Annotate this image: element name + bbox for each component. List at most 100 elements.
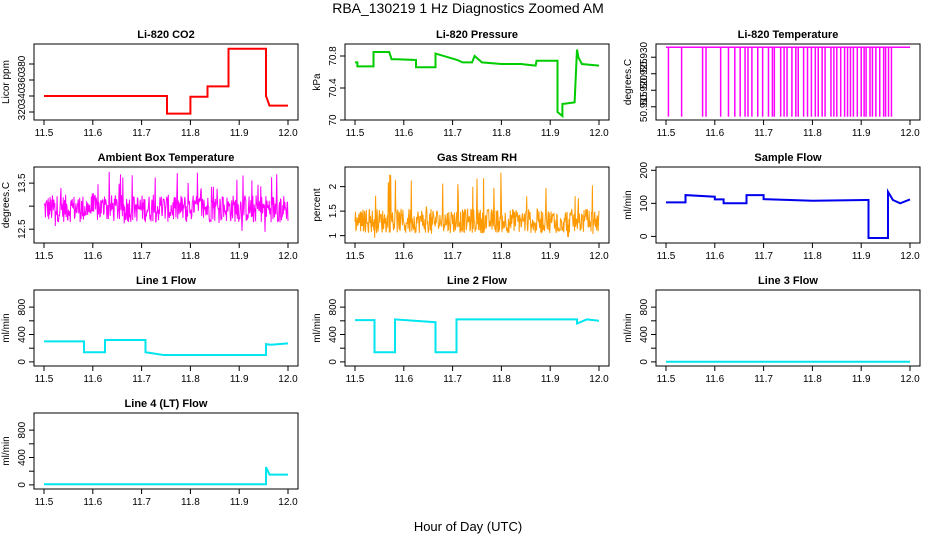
x-tick-label: 11.6 xyxy=(705,251,724,262)
x-tick-label: 11.6 xyxy=(83,497,102,508)
x-tick-label: 11.8 xyxy=(492,128,511,139)
plot-area xyxy=(44,466,288,486)
plot-area xyxy=(666,46,910,117)
x-tick-label: 11.9 xyxy=(230,251,249,262)
y-tick-label: 800 xyxy=(639,298,650,315)
y-tick-label: 0 xyxy=(17,359,28,365)
plot-area xyxy=(355,318,600,354)
x-tick-label: 11.8 xyxy=(181,497,200,508)
y-tick-label: 400 xyxy=(328,326,339,343)
series-line xyxy=(44,339,289,356)
panel-2: Li-820 Pressure kPa 11.5 11.6 11.7 11.8 11.9 12… xyxy=(312,29,610,139)
panel-title: Line 3 Flow xyxy=(758,275,818,287)
x-tick-label: 12.0 xyxy=(589,251,609,262)
x-tick-label: 11.6 xyxy=(705,128,724,139)
x-tick-label: 11.7 xyxy=(754,251,773,262)
x-tick-label: 11.7 xyxy=(754,128,773,139)
panel-title: Li-820 CO2 xyxy=(137,29,194,41)
y-tick-label: 0 xyxy=(328,359,339,365)
x-tick-label: 12.0 xyxy=(900,374,920,385)
x-tick-label: 11.7 xyxy=(443,374,462,385)
y-tick-label: 800 xyxy=(17,298,28,315)
x-tick-label: 12.0 xyxy=(278,374,298,385)
panel-4: Ambient Box Temperature degrees.C 11.5 11.6… xyxy=(1,152,299,262)
plot-area xyxy=(354,172,600,238)
panel-title: Ambient Box Temperature xyxy=(98,152,235,164)
plot-area xyxy=(43,171,289,232)
x-tick-label: 11.8 xyxy=(181,251,200,262)
series-line xyxy=(355,318,600,354)
x-tick-label: 11.5 xyxy=(346,128,365,139)
x-tick-label: 12.0 xyxy=(278,128,298,139)
x-tick-label: 11.7 xyxy=(443,251,462,262)
y-tick-label: 50.930 xyxy=(639,41,650,72)
x-tick-label: 12.0 xyxy=(589,374,609,385)
y-tick-label: 200 xyxy=(639,162,650,179)
x-tick-label: 11.6 xyxy=(394,374,413,385)
y-axis-label: degrees.C xyxy=(623,59,634,105)
y-tick-label: 400 xyxy=(17,449,28,466)
x-tick-label: 11.9 xyxy=(230,374,249,385)
panel-title: Line 4 (LT) Flow xyxy=(125,398,208,410)
x-tick-label: 11.8 xyxy=(181,128,200,139)
x-tick-label: 11.7 xyxy=(754,374,773,385)
y-tick-label: 12.5 xyxy=(17,219,28,239)
series-line xyxy=(43,171,289,232)
x-tick-label: 11.9 xyxy=(541,251,560,262)
series-line xyxy=(44,47,288,115)
x-tick-label: 11.8 xyxy=(803,251,822,262)
plot-area xyxy=(355,49,600,119)
panel-title: Li-820 Temperature xyxy=(738,29,839,41)
plot-area xyxy=(666,188,911,239)
x-tick-label: 11.5 xyxy=(346,374,365,385)
x-tick-label: 12.0 xyxy=(278,497,298,508)
y-tick-label: 1 xyxy=(328,232,339,238)
y-axis-label: ml/min xyxy=(1,313,12,342)
series-line xyxy=(666,188,911,239)
y-axis-label: ml/min xyxy=(312,313,323,342)
panel-frame xyxy=(655,166,921,244)
x-tick-label: 11.6 xyxy=(394,251,413,262)
x-tick-label: 11.7 xyxy=(443,128,462,139)
y-axis-label: ml/min xyxy=(623,190,634,219)
x-tick-label: 11.9 xyxy=(230,497,249,508)
x-tick-label: 12.0 xyxy=(900,251,920,262)
x-tick-label: 11.5 xyxy=(657,374,676,385)
y-tick-label: 340 xyxy=(17,87,28,104)
y-tick-label: 0 xyxy=(639,233,650,239)
x-tick-label: 11.9 xyxy=(852,374,871,385)
y-axis-label: percent xyxy=(312,188,323,222)
y-tick-label: 100 xyxy=(639,195,650,212)
x-tick-label: 11.8 xyxy=(492,374,511,385)
panel-frame xyxy=(344,166,610,244)
panel-7: Line 1 Flow ml/min 11.5 11.6 11.7 11.8 11.9 12.… xyxy=(1,275,299,385)
series-line xyxy=(355,49,600,119)
y-axis-label: ml/min xyxy=(1,436,12,465)
x-tick-label: 11.5 xyxy=(35,251,54,262)
panel-frame xyxy=(33,166,299,244)
y-tick-label: 50.925 xyxy=(639,58,650,89)
panel-title: Gas Stream RH xyxy=(437,152,517,164)
panel-9: Line 3 Flow ml/min 11.5 11.6 11.7 11.8 11.9 12.… xyxy=(623,275,921,385)
panel-8: Line 2 Flow ml/min 11.5 11.6 11.7 11.8 11.9 12.… xyxy=(312,275,610,385)
x-tick-label: 11.9 xyxy=(541,128,560,139)
series-line xyxy=(354,172,600,238)
x-tick-label: 11.9 xyxy=(852,128,871,139)
panel-frame xyxy=(655,43,921,121)
panel-10: Line 4 (LT) Flow ml/min 11.5 11.6 11.7 11.8 11… xyxy=(1,398,299,508)
plot-area xyxy=(44,339,289,356)
x-tick-label: 11.5 xyxy=(35,497,54,508)
x-tick-label: 11.9 xyxy=(230,128,249,139)
y-axis-label: Licor ppm xyxy=(1,60,12,104)
y-tick-label: 70 xyxy=(328,114,339,126)
chart-panels: Li-820 CO2 Licor ppm 11.5 11.6 11.7 11.8 11.9 1… xyxy=(1,29,921,508)
y-tick-label: 2 xyxy=(328,183,339,189)
x-tick-label: 11.6 xyxy=(705,374,724,385)
x-tick-label: 11.7 xyxy=(132,251,151,262)
x-tick-label: 11.6 xyxy=(394,128,413,139)
x-tick-label: 11.5 xyxy=(657,128,676,139)
y-tick-label: 400 xyxy=(639,326,650,343)
x-tick-label: 11.5 xyxy=(35,374,54,385)
